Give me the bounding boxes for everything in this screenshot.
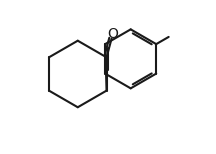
Text: O: O — [107, 27, 118, 41]
